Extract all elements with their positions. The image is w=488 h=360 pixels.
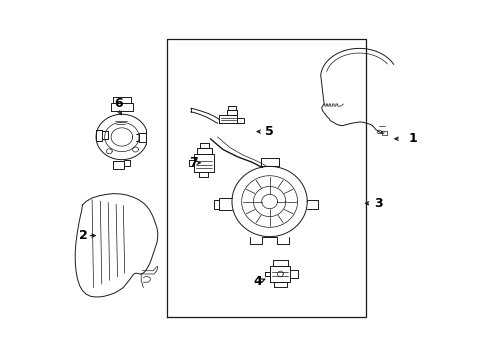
Text: 1: 1: [407, 132, 416, 145]
Text: 5: 5: [265, 125, 273, 138]
Text: 3: 3: [373, 197, 382, 210]
Text: 7: 7: [188, 156, 197, 169]
Text: 4: 4: [253, 275, 262, 288]
Text: 2: 2: [79, 229, 87, 242]
Text: 6: 6: [114, 98, 122, 111]
